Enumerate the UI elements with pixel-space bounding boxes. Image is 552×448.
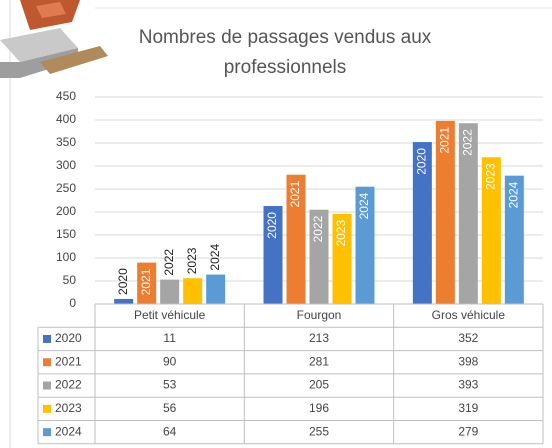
bar-label: 2022 <box>162 249 176 276</box>
table-value: 205 <box>309 378 329 392</box>
bar-label: 2023 <box>334 220 348 247</box>
chart-title: professionnels <box>224 57 347 78</box>
bar-label: 2020 <box>116 268 130 295</box>
x-tick-label: Fourgon <box>297 308 342 322</box>
bar-label: 2023 <box>185 247 199 274</box>
bar-label: 2020 <box>415 148 429 175</box>
bar-label: 2024 <box>357 192 371 219</box>
table-value: 11 <box>163 331 176 345</box>
bar-label: 2020 <box>265 212 279 239</box>
table-value: 90 <box>163 354 177 368</box>
x-tick-label: Petit véhicule <box>134 308 206 322</box>
bar-label: 2021 <box>438 127 452 154</box>
table-value: 281 <box>309 354 329 368</box>
legend-label: 2022 <box>55 378 82 392</box>
table-value: 53 <box>163 378 177 392</box>
chart-title: Nombres de passages vendus aux <box>139 27 432 48</box>
y-tick-label: 250 <box>56 181 76 195</box>
bar <box>160 280 179 304</box>
legend-swatch <box>43 358 51 366</box>
table-value: 255 <box>309 424 329 438</box>
bar-label: 2021 <box>139 268 153 295</box>
bar-label: 2021 <box>288 180 302 207</box>
x-tick-label: Gros véhicule <box>432 308 506 322</box>
bar-label: 2022 <box>461 129 475 156</box>
y-tick-label: 150 <box>56 227 76 241</box>
legend-swatch <box>43 405 51 413</box>
y-tick-label: 400 <box>56 112 76 126</box>
bar <box>114 299 133 304</box>
bar-label: 2024 <box>208 244 222 271</box>
bar-label: 2023 <box>484 163 498 190</box>
y-tick-label: 350 <box>56 135 76 149</box>
bar <box>183 278 202 304</box>
legend-label: 2023 <box>55 401 82 415</box>
y-tick-label: 50 <box>63 273 77 287</box>
table-value: 213 <box>309 331 329 345</box>
table-value: 352 <box>458 331 478 345</box>
table-value: 398 <box>458 354 478 368</box>
y-tick-label: 0 <box>69 296 76 310</box>
table-value: 196 <box>309 401 329 415</box>
legend-swatch <box>43 382 51 390</box>
decor-image <box>0 0 108 78</box>
legend-label: 2021 <box>55 354 82 368</box>
bar <box>206 275 225 304</box>
bar-label: 2024 <box>507 181 521 208</box>
chart: Nombres de passages vendus aux professio… <box>0 0 552 448</box>
y-tick-label: 300 <box>56 158 76 172</box>
table-value: 56 <box>163 401 177 415</box>
y-tick-label: 450 <box>56 89 76 103</box>
y-tick-label: 200 <box>56 204 76 218</box>
legend-label: 2024 <box>55 424 82 438</box>
table-value: 279 <box>458 424 478 438</box>
legend-label: 2020 <box>55 331 82 345</box>
table-value: 319 <box>458 401 478 415</box>
bar-label: 2022 <box>311 215 325 242</box>
y-tick-label: 100 <box>56 250 76 264</box>
legend-swatch <box>43 335 51 343</box>
legend-swatch <box>43 428 51 436</box>
table-value: 64 <box>163 424 177 438</box>
table-value: 393 <box>458 378 478 392</box>
